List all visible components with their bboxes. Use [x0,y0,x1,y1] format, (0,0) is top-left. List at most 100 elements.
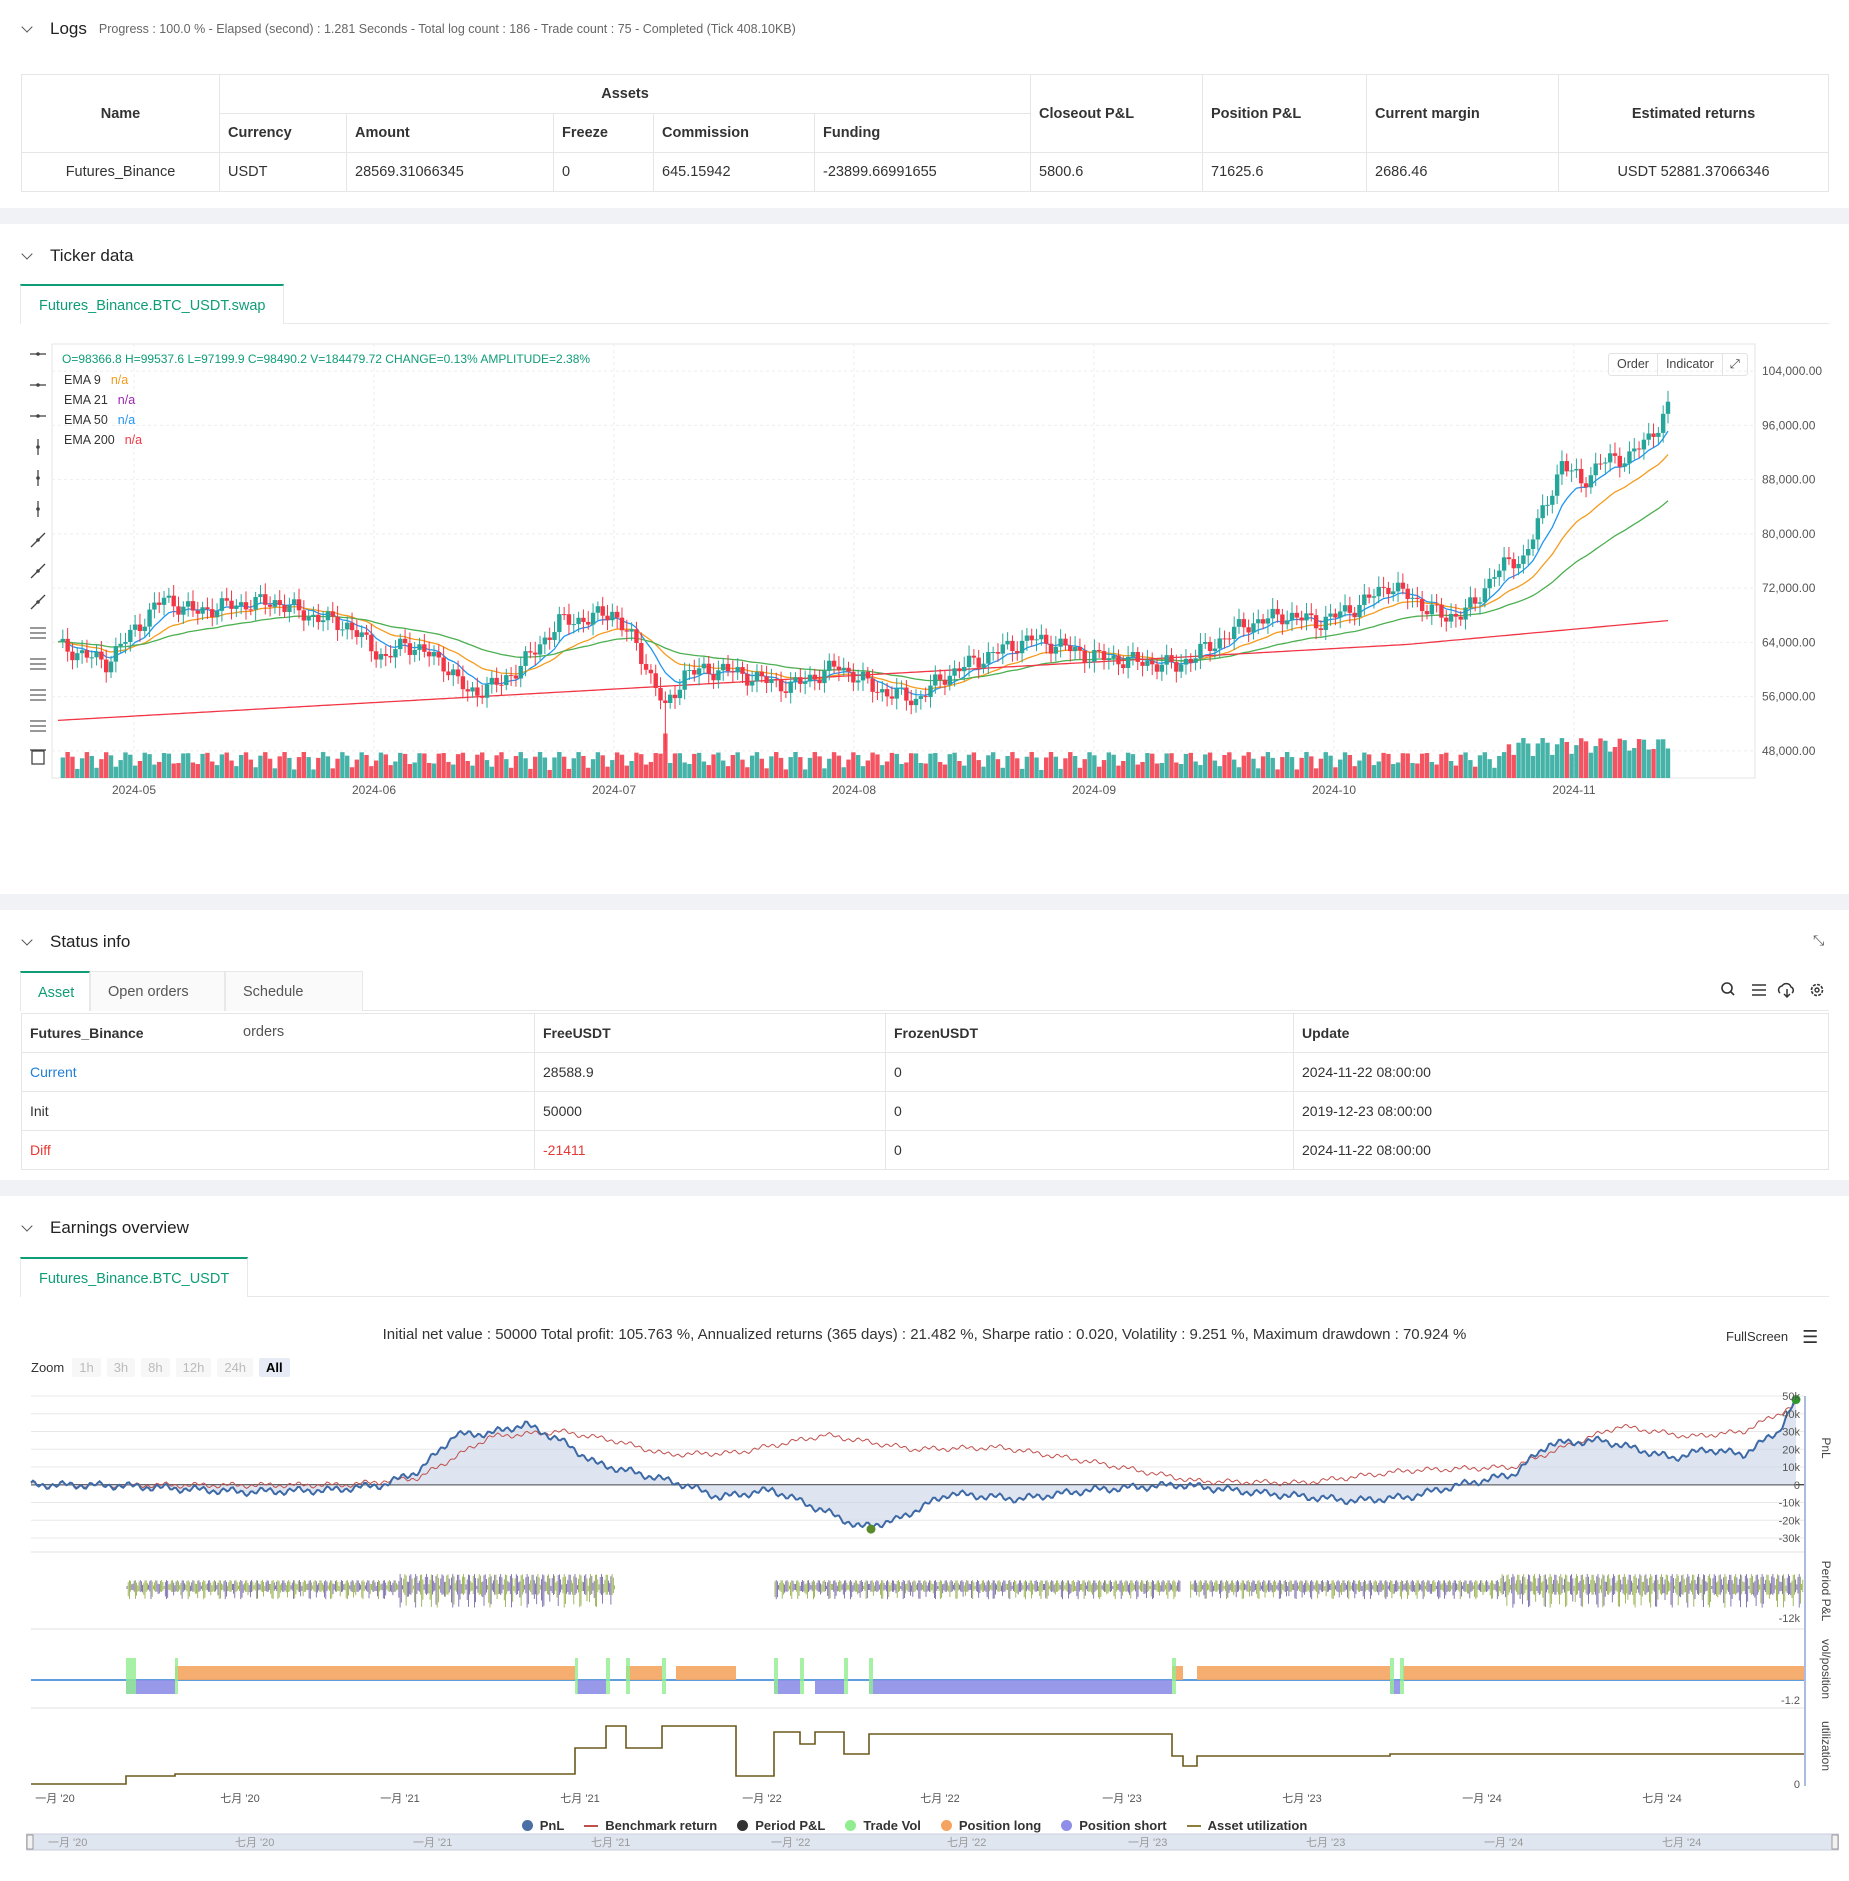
kline-chart[interactable]: 104,000.00 96,000.00 88,000.00 80,000.00 72,… [0,334,1849,894]
candle-body [595,606,601,613]
measure-icon[interactable] [30,720,46,732]
vertical-ray-icon[interactable] [36,470,40,486]
x-tick-label: 七月 '24 [1642,1792,1681,1805]
tab-asset[interactable]: Asset [20,971,90,1011]
ema-legend-item[interactable]: EMA 200 n/a [64,430,142,450]
list-icon[interactable] [1752,984,1766,996]
trend-line-icon[interactable] [30,532,46,548]
zoom-button-All[interactable]: All [259,1358,290,1377]
volume-bar [1159,762,1165,778]
search-icon[interactable] [1721,982,1735,996]
cloud-download-icon[interactable] [1777,982,1795,999]
zoom-button-3h[interactable]: 3h [106,1358,136,1377]
tab-ticker-symbol[interactable]: Futures_Binance.BTC_USDT.swap [20,284,285,324]
chevron-down-icon[interactable] [20,249,34,263]
candle-body [1169,655,1174,663]
legend-item[interactable]: Period P&L [737,1818,825,1833]
chevron-down-icon[interactable] [20,1221,34,1235]
trend-ray-icon[interactable] [30,563,46,579]
collapse-icon[interactable]: ⤡ [1813,932,1825,948]
logs-header[interactable]: Logs Progress : 100.0 % - Elapsed (secon… [20,14,796,44]
volume-bar [214,765,220,778]
ticker-tabs: Futures_Binance.BTC_USDT.swap [20,284,1829,324]
trend-segment-icon[interactable] [30,594,46,610]
candle-body [1429,604,1435,615]
menu-icon[interactable]: ☰ [1802,1326,1819,1347]
volume-bar [788,757,793,778]
gear-icon[interactable] [1810,983,1824,997]
tab-earnings-symbol[interactable]: Futures_Binance.BTC_USDT [20,1257,249,1297]
earnings-header[interactable]: Earnings overview [20,1213,189,1243]
candle-body [1053,646,1059,654]
parallel-lines-icon[interactable] [30,658,46,670]
volume-bar [1260,756,1266,778]
volume-bar [619,754,625,778]
tab-open-orders[interactable]: Open orders [90,971,225,1011]
volume-bar [1357,760,1362,778]
volume-bar [1029,752,1034,778]
zoom-button-24h[interactable]: 24h [217,1358,254,1377]
ticker-header[interactable]: Ticker data [20,241,133,271]
volume-bar [1651,748,1656,778]
candle-body [142,626,147,632]
trash-icon[interactable] [30,749,46,765]
legend-swatch [521,1820,533,1831]
fibonacci-icon[interactable] [30,689,46,701]
legend-item[interactable]: Position long [940,1818,1041,1833]
legend-item[interactable]: Asset utilization [1186,1818,1307,1833]
zoom-button-12h[interactable]: 12h [175,1358,212,1377]
legend-item[interactable]: PnL [521,1818,564,1833]
price-label-icon[interactable] [30,627,46,639]
candle-body [851,671,856,683]
volume-bar [875,754,880,778]
tab-schedule-orders[interactable]: Schedule orders [225,971,363,1040]
order-button[interactable]: Order [1609,354,1658,375]
navigator-handle-right[interactable] [1831,1834,1839,1850]
legend-item[interactable]: Benchmark return [584,1818,717,1833]
vertical-line-icon[interactable] [36,439,40,455]
expand-icon[interactable]: ⤢ [1729,357,1740,371]
candle-body [754,671,760,682]
volume-bar [330,768,335,778]
candle-body [166,595,172,598]
chevron-down-icon[interactable] [20,935,34,949]
ema-legend-item[interactable]: EMA 21 n/a [64,390,142,410]
candle-body [65,638,70,652]
ema-legend-item[interactable]: EMA 50 n/a [64,410,142,430]
vertical-segment-icon[interactable] [36,501,40,517]
zoom-button-1h[interactable]: 1h [72,1358,101,1377]
legend-item[interactable]: Trade Vol [845,1818,921,1833]
horizontal-line-icon[interactable] [30,352,46,356]
status-header[interactable]: Status info [20,927,130,957]
ema-legend-item[interactable]: EMA 9 n/a [64,370,142,390]
chevron-down-icon[interactable] [20,22,34,36]
volume-bar [1660,739,1666,778]
indicator-button[interactable]: Indicator [1658,354,1723,375]
zoom-button-8h[interactable]: 8h [141,1358,170,1377]
kline-grid [51,343,1756,779]
volume-bar [248,759,254,778]
range-navigator[interactable]: 一月 '20 七月 '20 一月 '21 七月 '21 一月 '22 七月 '22 一月 '… [26,1832,1839,1852]
volume-bar [1463,752,1468,778]
horizontal-ray-icon[interactable] [30,383,46,387]
cell-commission: 645.15942 [653,152,815,192]
row-label[interactable]: Current [21,1052,535,1092]
candle-body [995,652,1001,654]
candle-body [508,675,514,677]
candle-body [253,596,258,610]
volume-bar [1241,755,1247,778]
candle-body [1092,649,1097,662]
legend-item[interactable]: Position short [1061,1818,1167,1833]
volume-bar [1511,754,1516,778]
navigator-handle-left[interactable] [26,1834,34,1850]
x-tick-label: 一月 '24 [1462,1793,1501,1805]
candle-body [287,605,292,612]
fullscreen-button[interactable]: FullScreen ☰ [1726,1326,1819,1347]
trade-vol-bar [800,1658,804,1694]
candle-body [1424,611,1430,615]
candle-body [1251,623,1256,633]
earnings-chart[interactable]: 50k 40k 30k 20k 10k 0 -10k -20k -30k -12k -1.2 0 PnL… [0,1386,1849,1856]
horizontal-segment-icon[interactable] [30,414,46,418]
volume-bar [1313,768,1319,778]
candle-body [1231,626,1237,639]
